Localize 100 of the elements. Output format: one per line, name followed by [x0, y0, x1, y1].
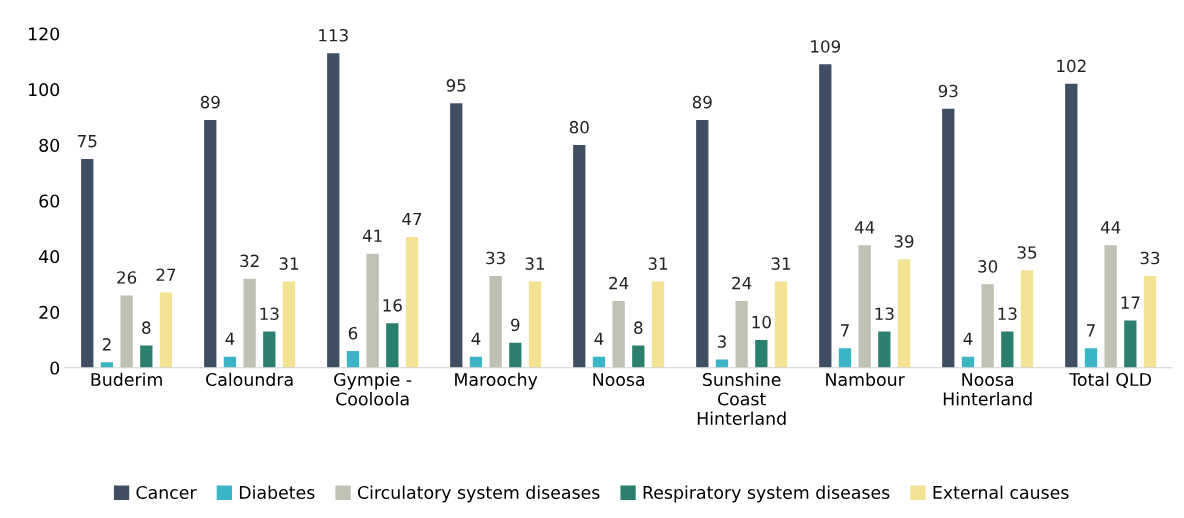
x-tick-label: Sunshine Coast Hinterland: [697, 372, 786, 425]
data-label: 35: [1017, 246, 1037, 259]
bar: [81, 158, 94, 368]
data-label: 17: [1121, 296, 1140, 309]
bar: [366, 253, 379, 368]
bar: [1143, 275, 1157, 368]
bar: [897, 259, 911, 368]
bar: [282, 281, 296, 368]
data-label: 32: [240, 254, 259, 268]
data-label: 27: [156, 268, 176, 281]
y-tick-label: 0: [50, 361, 60, 375]
data-label: 31: [648, 257, 668, 270]
bar: [243, 278, 256, 368]
bar: [774, 281, 788, 368]
x-tick-label: Maroochy: [455, 372, 538, 390]
y-tick-label: 20: [39, 305, 60, 319]
x-tick-label: Total QLD: [1069, 372, 1152, 389]
data-label: 24: [609, 276, 629, 290]
data-label: 6: [348, 326, 358, 340]
y-tick-label: 120: [29, 27, 60, 41]
bar: [509, 342, 522, 368]
x-tick-label: Nambour: [826, 372, 905, 387]
data-label: 93: [938, 84, 958, 98]
legend-label: Circulatory system diseases: [357, 485, 600, 503]
data-label: 109: [811, 40, 841, 53]
data-label: 44: [854, 221, 875, 234]
bar: [651, 281, 665, 368]
data-label: 41: [362, 229, 382, 242]
data-label: 31: [771, 257, 791, 270]
data-label: 7: [1087, 324, 1095, 337]
data-label: 13: [875, 307, 894, 321]
bar: [489, 275, 502, 368]
data-label: 4: [594, 332, 604, 345]
data-label: 3: [717, 335, 726, 348]
legend-label: External causes: [933, 485, 1069, 500]
legend-label: Diabetes: [239, 485, 315, 500]
data-label: 39: [894, 235, 914, 248]
x-tick-label: Caloundra: [206, 372, 293, 387]
bar: [120, 295, 133, 368]
bar: [346, 351, 360, 368]
bar: [1020, 270, 1034, 368]
data-label: 44: [1100, 221, 1121, 234]
y-tick-label: 80: [39, 138, 60, 152]
bar: [981, 284, 994, 368]
y-tick-label: 60: [39, 194, 60, 208]
bar: [838, 348, 852, 368]
bar: [386, 323, 399, 368]
bar: [204, 119, 217, 368]
bar: [632, 345, 645, 368]
data-label: 75: [78, 135, 97, 148]
data-label: 8: [634, 321, 643, 334]
bar: [573, 145, 586, 368]
data-label: 8: [142, 321, 151, 334]
data-label: 47: [402, 212, 422, 226]
x-tick-label: Buderim: [91, 372, 162, 387]
data-label: 33: [1140, 251, 1160, 265]
bar: [612, 300, 625, 368]
legend-label: Respiratory system diseases: [643, 485, 890, 503]
legend-label: Cancer: [136, 485, 197, 500]
x-tick-label: Noosa: [593, 373, 645, 387]
bar: [263, 331, 276, 368]
data-label: 24: [732, 276, 752, 290]
data-label: 33: [486, 251, 505, 265]
x-tick-label: Noosa Hinterland: [943, 373, 1032, 406]
data-label: 16: [383, 299, 402, 312]
bar: [755, 339, 768, 368]
data-label: 4: [471, 332, 481, 345]
data-label: 80: [569, 120, 589, 134]
bar: [1065, 83, 1078, 368]
data-label: 4: [225, 332, 235, 345]
bar: [450, 103, 463, 368]
bar: [1084, 348, 1098, 368]
data-label: 2: [102, 338, 111, 351]
data-label: 89: [200, 95, 220, 109]
data-label: 102: [1057, 59, 1086, 73]
data-label: 13: [998, 307, 1017, 321]
bar: [327, 53, 340, 368]
bar: [159, 292, 173, 368]
data-label: 4: [963, 332, 973, 345]
bar: [735, 300, 748, 368]
bar: [528, 281, 542, 368]
data-label: 9: [511, 318, 520, 332]
y-tick-label: 100: [29, 83, 60, 97]
data-label: 30: [978, 260, 998, 273]
data-label: 13: [260, 307, 279, 321]
y-tick-label: 40: [39, 250, 60, 264]
data-label: 26: [117, 271, 137, 284]
bar: [858, 245, 871, 368]
bar: [878, 331, 891, 368]
data-label: 95: [446, 79, 466, 92]
data-label: 31: [279, 257, 299, 270]
data-label: 113: [319, 28, 348, 42]
bar: [819, 64, 832, 368]
bar: [696, 119, 709, 368]
bar: [1001, 331, 1014, 368]
data-label: 89: [692, 95, 712, 109]
data-label: 31: [525, 257, 545, 270]
bar: [942, 108, 955, 368]
data-label: 7: [841, 324, 849, 337]
data-label: 10: [752, 315, 771, 329]
